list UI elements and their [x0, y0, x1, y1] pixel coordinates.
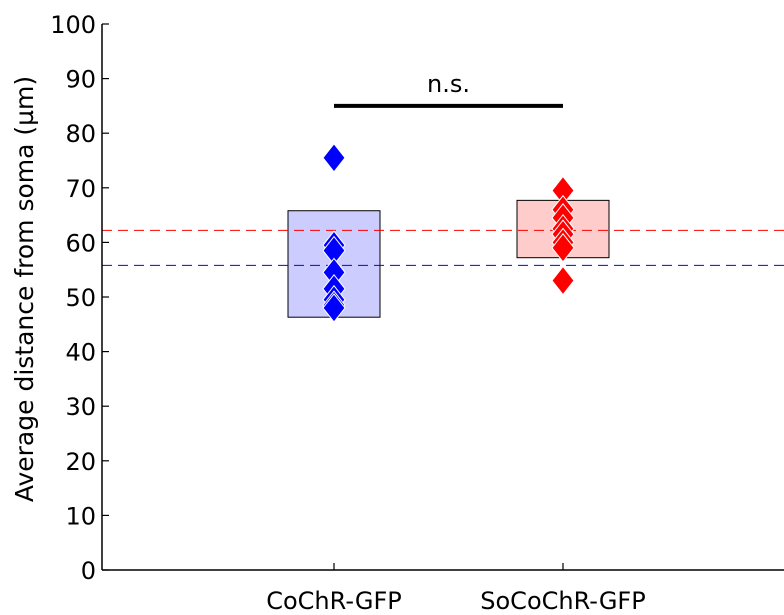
significance-label: n.s.: [427, 70, 470, 98]
axes: 0 10 20 30 40 50 60 70 80 90 100 CoChR-GFP SoCoChR-G…: [50, 11, 784, 615]
y-tick-label: 60: [65, 229, 96, 257]
y-tick-label: 80: [65, 120, 96, 148]
y-tick-label: 50: [65, 284, 96, 312]
data-point-diamond: [322, 142, 346, 173]
mean-lines: [102, 229, 784, 266]
significance-annotation: n.s.: [334, 70, 563, 108]
y-tick-label: 30: [65, 393, 96, 421]
data-point-diamond: [322, 293, 346, 323]
data-point-diamond: [551, 233, 575, 263]
data-point-diamond: [551, 265, 575, 296]
y-tick-label: 70: [65, 175, 96, 203]
x-tick-label: CoChR-GFP: [266, 587, 402, 615]
y-axis-label: Average distance from soma (µm): [10, 76, 39, 502]
y-tick-label: 100: [50, 11, 96, 39]
y-tick-label: 90: [65, 66, 96, 94]
x-tick-label: SoCoChR-GFP: [480, 587, 645, 615]
y-tick-label: 10: [65, 502, 96, 530]
y-tick-label: 40: [65, 339, 96, 367]
data-points: [322, 142, 575, 323]
y-tick-label: 0: [81, 557, 96, 585]
y-tick-label: 20: [65, 448, 96, 476]
